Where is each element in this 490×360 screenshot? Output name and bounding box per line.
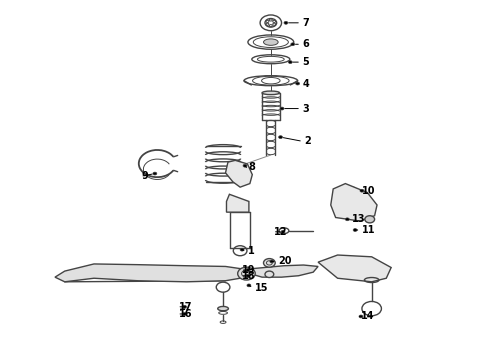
Circle shape (360, 189, 364, 192)
Polygon shape (318, 255, 391, 282)
Circle shape (284, 21, 288, 24)
Text: 11: 11 (362, 225, 375, 235)
Circle shape (359, 315, 363, 318)
Circle shape (153, 172, 157, 175)
Text: 19: 19 (242, 265, 256, 275)
Circle shape (365, 216, 374, 223)
Polygon shape (245, 265, 318, 277)
Circle shape (240, 248, 244, 251)
Text: 20: 20 (278, 256, 292, 266)
Circle shape (353, 229, 357, 231)
Text: 14: 14 (361, 311, 374, 321)
Circle shape (288, 61, 292, 64)
Polygon shape (225, 160, 252, 187)
Text: 4: 4 (302, 78, 309, 89)
Circle shape (247, 284, 251, 287)
Circle shape (281, 230, 285, 233)
Circle shape (264, 258, 275, 267)
Circle shape (295, 82, 299, 85)
Text: 18: 18 (242, 271, 256, 281)
Circle shape (183, 312, 187, 315)
Polygon shape (331, 184, 377, 221)
Ellipse shape (218, 306, 228, 311)
Circle shape (246, 269, 250, 271)
Circle shape (265, 271, 274, 278)
Ellipse shape (264, 39, 278, 45)
Text: 16: 16 (179, 309, 192, 319)
Ellipse shape (262, 91, 280, 95)
Text: 15: 15 (255, 283, 268, 293)
Circle shape (246, 274, 250, 277)
Text: 8: 8 (248, 162, 255, 172)
Text: 1: 1 (248, 247, 255, 256)
Text: 9: 9 (142, 171, 148, 181)
Text: 5: 5 (302, 57, 309, 67)
Polygon shape (226, 194, 249, 212)
Circle shape (291, 43, 294, 46)
Circle shape (280, 107, 284, 110)
Text: 12: 12 (274, 227, 288, 237)
Circle shape (279, 136, 283, 139)
Text: 7: 7 (302, 18, 309, 28)
Text: 10: 10 (362, 186, 375, 196)
Circle shape (270, 260, 274, 263)
Circle shape (183, 305, 187, 308)
Text: 13: 13 (352, 214, 366, 224)
Text: 6: 6 (302, 39, 309, 49)
Polygon shape (55, 264, 247, 282)
Text: 3: 3 (302, 104, 309, 113)
Circle shape (243, 164, 247, 167)
Text: 17: 17 (179, 302, 192, 312)
Circle shape (238, 267, 255, 280)
Circle shape (345, 218, 349, 221)
Text: 2: 2 (304, 136, 311, 147)
